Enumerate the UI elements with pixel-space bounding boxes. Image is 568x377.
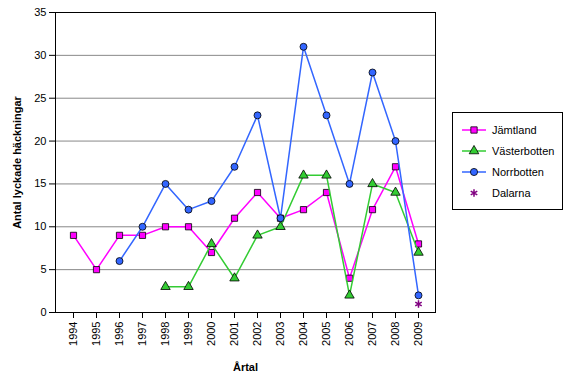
svg-text:35: 35 bbox=[34, 6, 46, 18]
svg-text:1995: 1995 bbox=[90, 322, 102, 346]
html-text:Västerbotten: Västerbotten bbox=[492, 144, 555, 157]
svg-text:25: 25 bbox=[34, 92, 46, 104]
html-text:Norrbotten: Norrbotten bbox=[492, 165, 544, 178]
svg-text:2007: 2007 bbox=[366, 322, 378, 346]
svg-text:2004: 2004 bbox=[297, 322, 309, 346]
svg-text:15: 15 bbox=[34, 177, 46, 189]
svg-text:Antal lyckade häckningar: Antal lyckade häckningar bbox=[11, 95, 23, 228]
svg-text:1998: 1998 bbox=[159, 322, 171, 346]
svg-text:2002: 2002 bbox=[251, 322, 263, 346]
svg-text:2003: 2003 bbox=[274, 322, 286, 346]
svg-text:5: 5 bbox=[40, 263, 46, 275]
svg-text:0: 0 bbox=[40, 306, 46, 318]
svg-text:1994: 1994 bbox=[67, 322, 79, 346]
svg-text:2006: 2006 bbox=[343, 322, 355, 346]
html-text:Dalarna: Dalarna bbox=[492, 186, 531, 199]
svg-text:10: 10 bbox=[34, 220, 46, 232]
svg-text:30: 30 bbox=[34, 49, 46, 61]
svg-text:2001: 2001 bbox=[228, 322, 240, 346]
svg-text:Årtal: Årtal bbox=[233, 361, 258, 373]
svg-text:2005: 2005 bbox=[320, 322, 332, 346]
html-text:Jämtland: Jämtland bbox=[492, 123, 537, 136]
svg-text:1999: 1999 bbox=[182, 322, 194, 346]
svg-text:1996: 1996 bbox=[113, 322, 125, 346]
svg-text:2008: 2008 bbox=[389, 322, 401, 346]
svg-text:20: 20 bbox=[34, 135, 46, 147]
svg-text:2000: 2000 bbox=[205, 322, 217, 346]
svg-text:2009: 2009 bbox=[412, 322, 424, 346]
svg-text:1997: 1997 bbox=[136, 322, 148, 346]
